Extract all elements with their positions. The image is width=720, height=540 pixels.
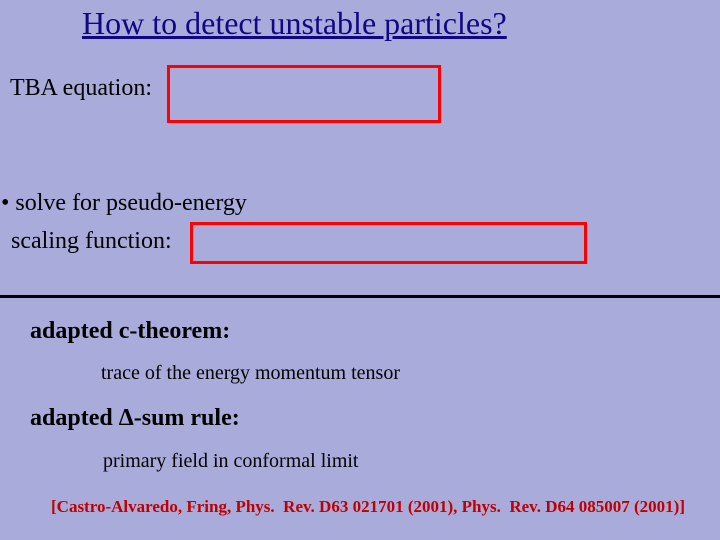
tba-equation-box (167, 65, 441, 123)
primary-field-text: primary field in conformal limit (103, 450, 359, 473)
tba-equation-label: TBA equation: (10, 75, 152, 102)
scaling-function-label: scaling function: (11, 228, 172, 255)
citation: [Castro-Alvaredo, Fring, Phys. Rev. D63 … (51, 497, 685, 517)
slide-title: How to detect unstable particles? (82, 5, 507, 42)
trace-text: trace of the energy momentum tensor (101, 362, 400, 385)
c-theorem-heading: adapted c-theorem: (30, 318, 230, 345)
slide: How to detect unstable particles? TBA eq… (0, 0, 720, 540)
delta-sum-rule-heading: adapted Δ-sum rule: (30, 405, 240, 432)
pseudo-energy-bullet: • solve for pseudo-energy (1, 190, 247, 217)
section-divider (0, 295, 720, 298)
scaling-function-box (190, 222, 587, 264)
